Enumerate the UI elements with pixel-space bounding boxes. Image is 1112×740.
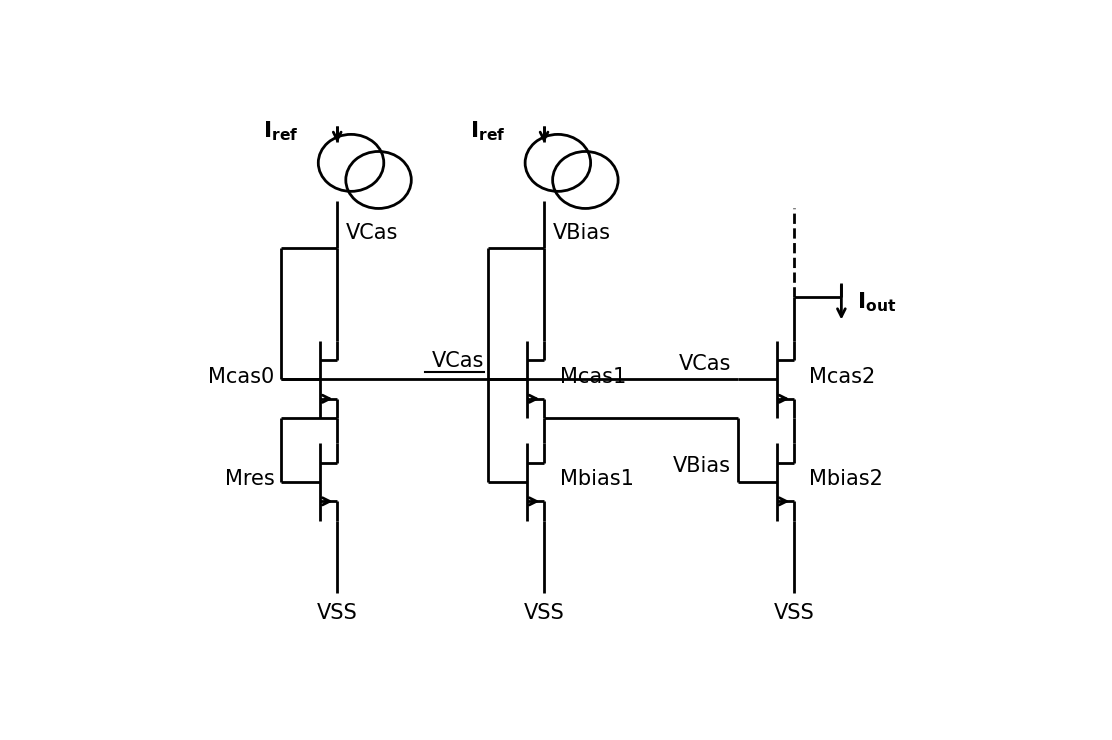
Text: VCas: VCas [346, 223, 398, 243]
Text: VSS: VSS [774, 603, 814, 623]
Text: VBias: VBias [553, 223, 610, 243]
Text: VSS: VSS [317, 603, 358, 623]
Text: I$_{\mathbf{out}}$: I$_{\mathbf{out}}$ [857, 291, 896, 314]
Text: I$_{\mathbf{ref}}$: I$_{\mathbf{ref}}$ [469, 120, 505, 144]
Text: Mbias1: Mbias1 [559, 469, 634, 489]
Text: VBias: VBias [673, 457, 731, 477]
Text: Mcas2: Mcas2 [810, 366, 876, 386]
Text: VCas: VCas [431, 351, 484, 371]
Text: Mres: Mres [225, 469, 275, 489]
Text: Mcas1: Mcas1 [559, 366, 626, 386]
Text: VCas: VCas [678, 354, 731, 374]
Text: VSS: VSS [524, 603, 565, 623]
Text: Mbias2: Mbias2 [810, 469, 883, 489]
Text: I$_{\mathbf{ref}}$: I$_{\mathbf{ref}}$ [262, 120, 298, 144]
Text: Mcas0: Mcas0 [208, 366, 275, 386]
